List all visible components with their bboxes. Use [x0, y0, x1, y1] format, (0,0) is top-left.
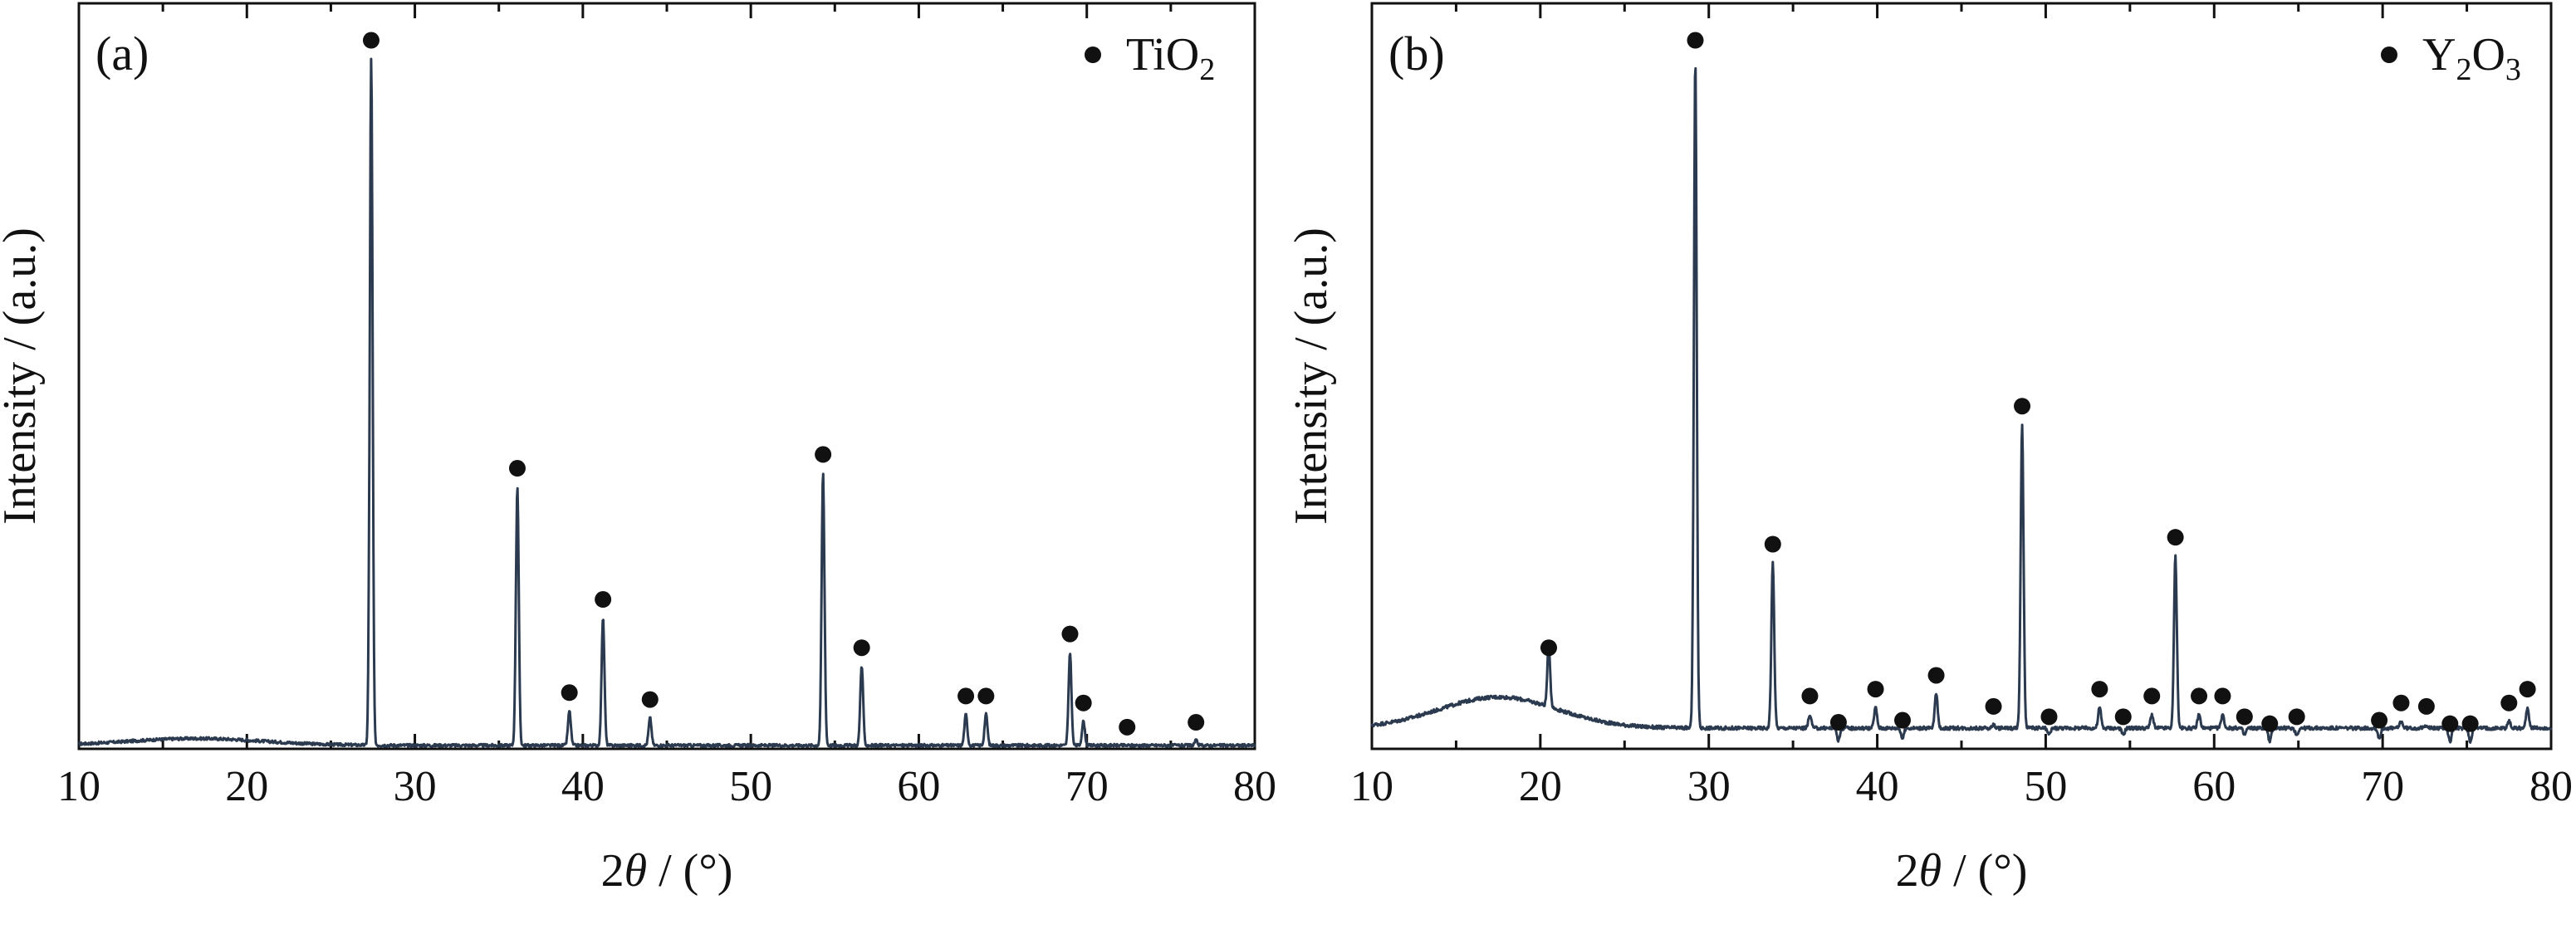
peak-marker — [2441, 715, 2459, 732]
peak-marker — [1894, 711, 1911, 729]
x-axis-label: 2θ / (°) — [1896, 845, 2028, 897]
peak-marker — [2167, 529, 2184, 546]
peak-marker — [508, 460, 526, 477]
legend-marker — [1085, 46, 1101, 63]
x-tick-label: 30 — [394, 763, 437, 810]
peak-marker — [1687, 32, 1704, 49]
x-tick-label: 40 — [561, 763, 605, 810]
peak-marker — [1927, 667, 1945, 684]
peak-marker — [2091, 681, 2108, 698]
peak-marker — [1075, 694, 1092, 711]
peak-marker — [2392, 694, 2410, 711]
x-axis-label-prefix: 2 — [1896, 845, 1919, 897]
peak-marker — [1867, 681, 1884, 698]
peak-marker — [853, 639, 870, 657]
legend: TiO2 — [1085, 29, 1215, 87]
plot-frame — [1370, 2, 2553, 751]
x-tick-label: 60 — [2192, 763, 2236, 810]
x-tick-label: 20 — [1519, 763, 1562, 810]
x-tick-label: 10 — [1350, 763, 1393, 810]
peak-marker — [2114, 708, 2132, 726]
legend-text-part: Y — [2422, 29, 2456, 81]
xrd-pattern-line — [1370, 66, 2553, 744]
x-tick-label: 70 — [2361, 763, 2404, 810]
peak-marker — [595, 591, 612, 609]
peak-marker — [2288, 708, 2305, 726]
x-tick-label: 20 — [225, 763, 268, 810]
peak-marker — [1764, 535, 1781, 553]
panel-label: (b) — [1388, 27, 1445, 81]
peak-marker — [2014, 398, 2031, 415]
peak-marker — [1061, 625, 1079, 643]
peak-marker — [1985, 697, 2002, 715]
x-axis-label-symbol: θ — [1919, 845, 1942, 897]
legend-subscript: 3 — [2505, 52, 2521, 87]
peak-marker — [2040, 708, 2058, 726]
peak-marker — [2519, 681, 2536, 698]
x-axis-label-suffix: / (°) — [1942, 845, 2027, 897]
peak-marker — [2461, 715, 2479, 732]
y-axis-label: Intensity / (a.u.) — [1286, 227, 1337, 525]
x-tick-label: 60 — [897, 763, 940, 810]
x-tick-label: 80 — [1233, 763, 1276, 810]
x-tick-label: 10 — [57, 763, 100, 810]
x-tick-label: 70 — [1065, 763, 1109, 810]
x-axis-label-suffix: / (°) — [647, 845, 732, 897]
peak-marker — [641, 691, 659, 708]
x-axis-label-symbol: θ — [624, 845, 648, 897]
peak-marker — [977, 687, 995, 705]
legend: Y2O3 — [2381, 29, 2521, 87]
peak-marker — [2261, 715, 2279, 732]
legend-subscript: 2 — [1199, 52, 1215, 87]
legend-marker — [2381, 46, 2397, 63]
xrd-pattern-line — [78, 57, 1256, 748]
plot-frame — [77, 2, 1256, 751]
x-tick-label: 30 — [1687, 763, 1731, 810]
legend-label: TiO2 — [1126, 29, 1215, 87]
legend-label: Y2O3 — [2422, 29, 2521, 87]
y-axis-label: Intensity / (a.u.) — [0, 227, 46, 525]
peak-marker — [2417, 697, 2435, 715]
peak-marker — [1119, 718, 1136, 736]
peak-marker — [2500, 694, 2518, 711]
peak-marker — [957, 687, 975, 705]
peak-marker — [2191, 687, 2208, 705]
legend-text-part: O — [2471, 29, 2505, 81]
peak-marker — [1829, 714, 1847, 731]
x-tick-label: 50 — [2024, 763, 2067, 810]
legend-text-part: TiO — [1126, 29, 1199, 81]
peak-marker — [1188, 714, 1205, 731]
x-axis-label-prefix: 2 — [601, 845, 624, 897]
x-tick-label: 40 — [1856, 763, 1899, 810]
peak-marker — [2236, 708, 2253, 726]
x-tick-label: 50 — [729, 763, 772, 810]
peak-marker — [362, 32, 380, 49]
panel-label: (a) — [95, 27, 149, 81]
legend-subscript: 2 — [2456, 52, 2471, 87]
peak-marker — [2143, 687, 2161, 705]
x-tick-label: 80 — [2529, 763, 2573, 810]
peak-marker — [2371, 711, 2388, 729]
peak-marker — [1540, 639, 1557, 657]
peak-marker — [2214, 687, 2231, 705]
peak-marker — [561, 684, 578, 702]
peak-marker — [815, 446, 832, 463]
peak-marker — [1801, 687, 1819, 705]
x-axis-label: 2θ / (°) — [601, 845, 733, 897]
